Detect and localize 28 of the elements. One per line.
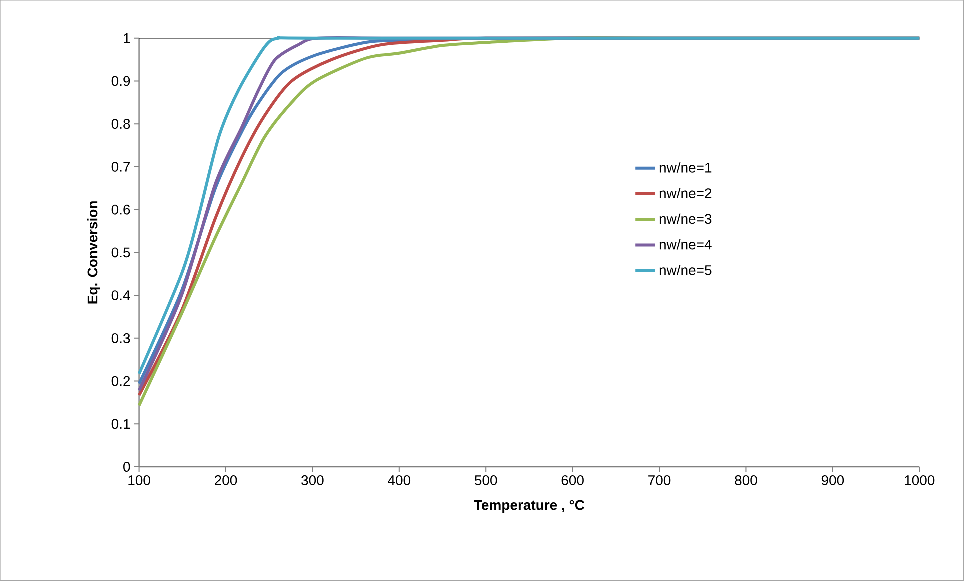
x-tick-label: 400 bbox=[388, 475, 411, 486]
y-tick-label: 0.2 bbox=[112, 376, 130, 386]
x-tick-label: 100 bbox=[128, 475, 150, 486]
legend-label: nw/ne=1 bbox=[660, 162, 712, 173]
legend-label: nw/ne=2 bbox=[660, 188, 712, 198]
y-tick-label: 0.6 bbox=[112, 204, 130, 215]
y-tick-label: 0 bbox=[124, 462, 130, 472]
y-tick-label: 0.9 bbox=[112, 76, 130, 86]
x-tick-label: 1000 bbox=[905, 475, 935, 486]
x-tick-label: 700 bbox=[648, 475, 671, 486]
x-tick-label: 600 bbox=[562, 475, 584, 486]
legend-label: nw/ne=5 bbox=[660, 264, 712, 276]
legend-label: nw/ne=3 bbox=[660, 214, 712, 224]
x-axis-title: Temperature , °C bbox=[474, 500, 585, 513]
y-tick-label: 0.7 bbox=[112, 162, 130, 172]
y-tick-label: 0.5 bbox=[112, 248, 130, 258]
legend-label: nw/ne=4 bbox=[660, 239, 712, 250]
x-tick-label: 800 bbox=[735, 475, 758, 486]
y-tick-label: 0.8 bbox=[112, 118, 130, 129]
y-axis-title: Eq. Conversion bbox=[87, 201, 100, 304]
y-tick-label: 0.3 bbox=[112, 333, 130, 344]
y-tick-label: 1 bbox=[124, 33, 130, 44]
y-tick-label: 0.1 bbox=[112, 419, 130, 429]
x-tick-label: 900 bbox=[822, 475, 844, 486]
y-tick-label: 0.4 bbox=[112, 290, 130, 300]
x-tick-label: 500 bbox=[475, 475, 498, 486]
x-tick-label: 200 bbox=[215, 475, 238, 486]
x-tick-label: 300 bbox=[302, 475, 324, 486]
